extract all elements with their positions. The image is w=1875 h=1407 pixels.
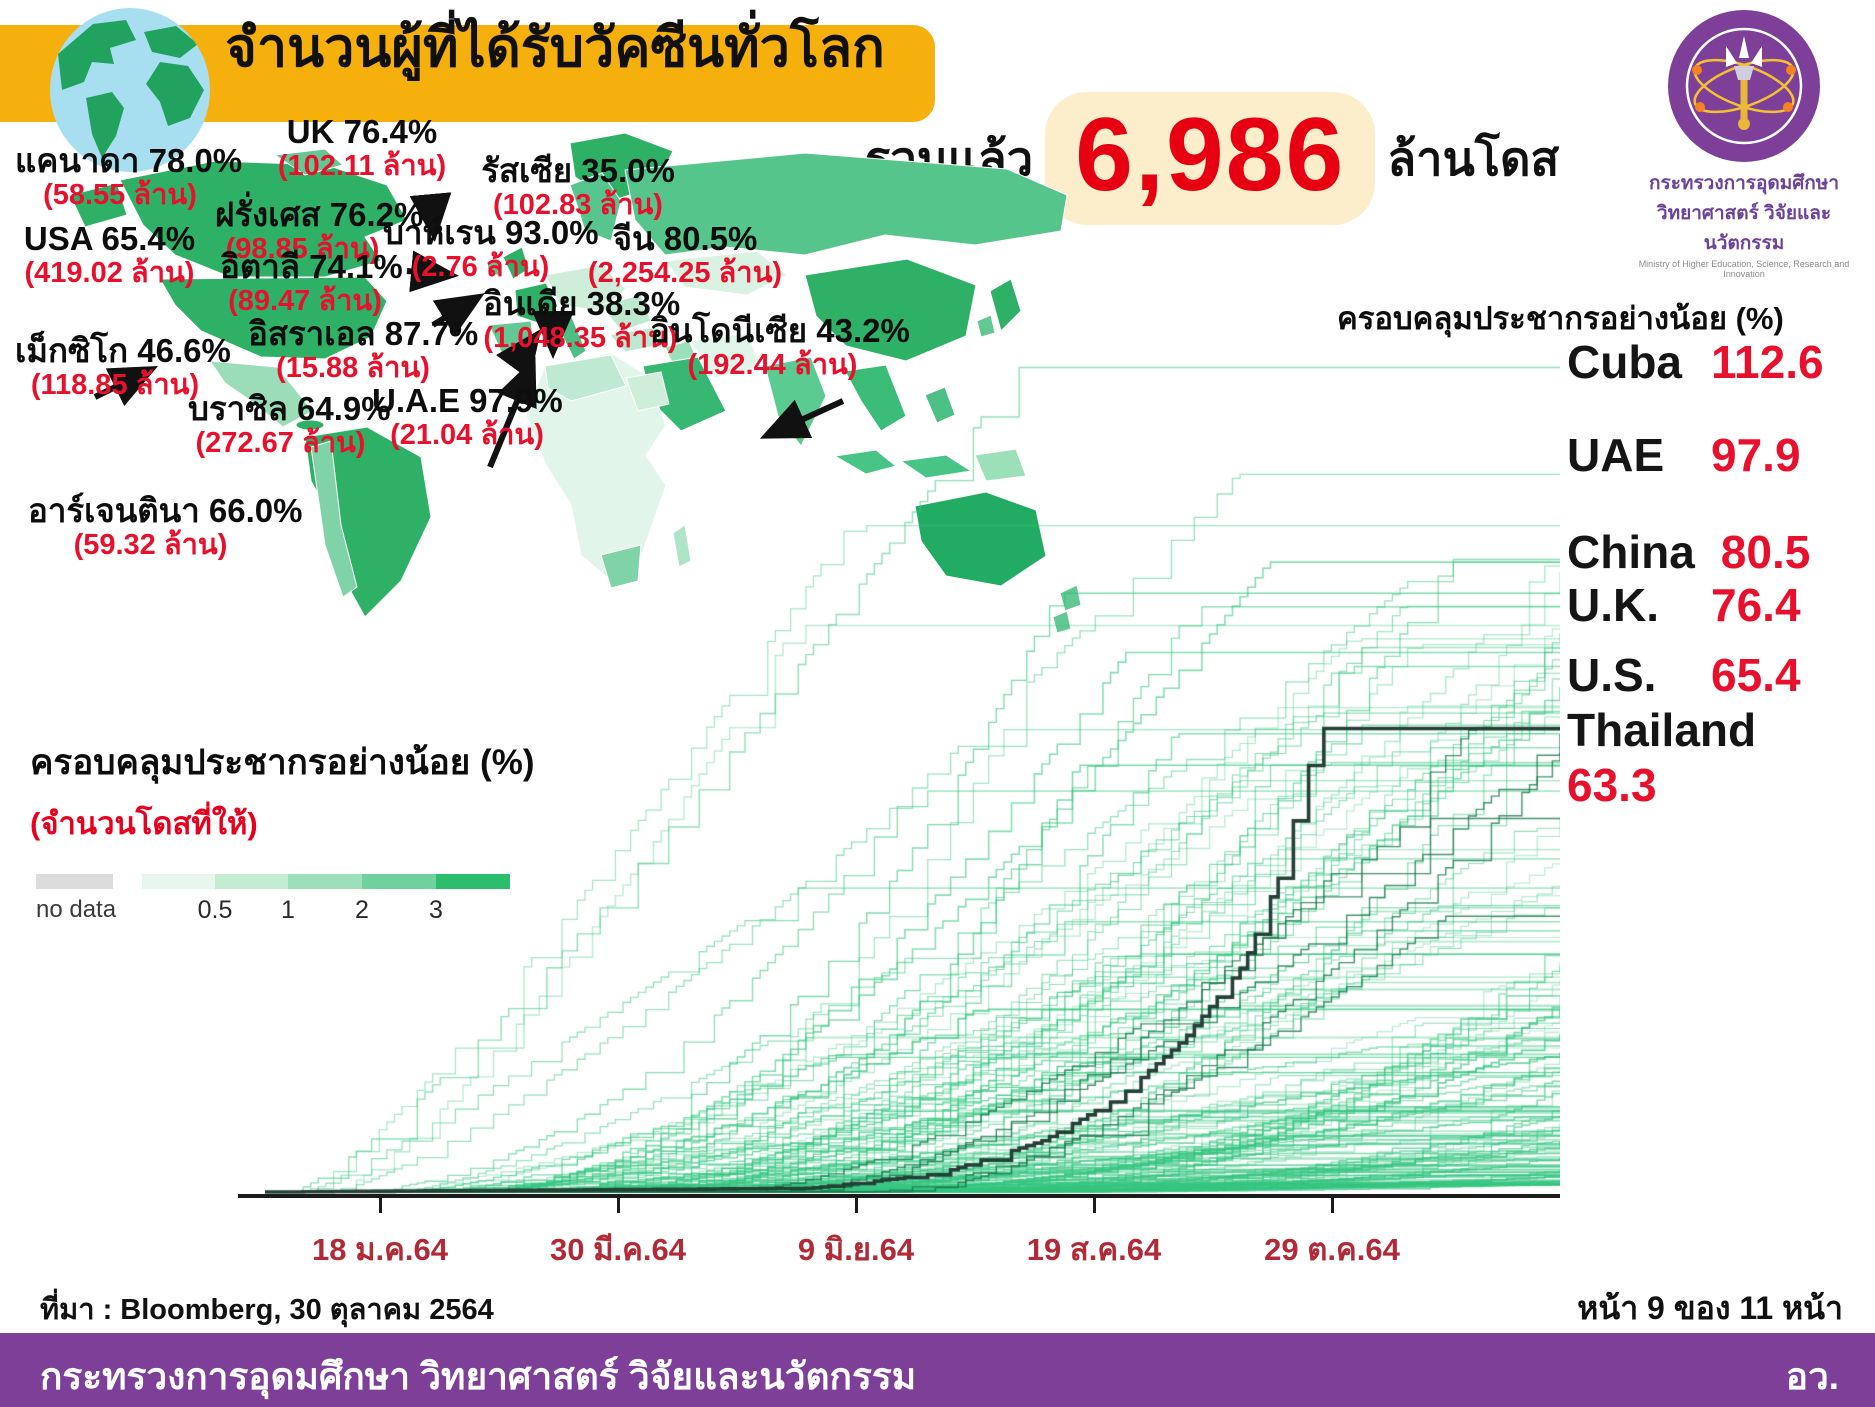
map-label-france: ฝรั่งเศส 76.2% (98.85 ล้าน)	[215, 196, 424, 265]
legend-swatch-1	[142, 874, 215, 889]
coverage-row-us: U.S. 65.4	[1567, 649, 1801, 701]
page-title: จำนวนผู้ที่ได้รับวัคซีนทั่วโลก	[225, 18, 885, 78]
ministry-logo: กระทรวงการอุดมศึกษา วิทยาศาสตร์ วิจัยและ…	[1618, 6, 1870, 279]
x-label-5: 29 ต.ค.64	[1264, 1232, 1400, 1267]
legend-no-data-label: no data	[36, 896, 117, 923]
coverage-panel-title: ครอบคลุมประชากรอย่างน้อย (%)	[1337, 301, 1784, 336]
x-tick-1	[379, 1198, 382, 1213]
legend-subtitle: (จำนวนโดสที่ให้)	[30, 806, 258, 841]
coverage-row-cuba: Cuba 112.6	[1567, 336, 1824, 388]
total-value-box: 6,986	[1045, 91, 1376, 225]
chart-x-axis	[238, 1194, 1560, 1198]
x-tick-2	[617, 1198, 620, 1213]
map-label-usa: USA 65.4% (419.02 ล้าน)	[23, 220, 196, 289]
logo-text-line2: วิทยาศาสตร์ วิจัยและนวัตกรรม	[1656, 203, 1832, 254]
total-doses-callout: รวมแล้ว 6,986 ล้านโดส	[865, 88, 1559, 228]
x-tick-3	[855, 1198, 858, 1213]
map-label-mexico: เม็กซิโก 46.6% (118.85 ล้าน)	[15, 332, 231, 401]
globe-icon	[50, 8, 210, 172]
x-label-4: 19 ส.ค.64	[1026, 1232, 1162, 1267]
footer-ministry-name: กระทรวงการอุดมศึกษา วิทยาศาสตร์ วิจัยและ…	[40, 1356, 917, 1397]
logo-text-line3: Ministry of Higher Education, Science, R…	[1638, 259, 1850, 279]
map-label-canada: แคนาดา 78.0% (58.55 ล้าน)	[15, 142, 243, 211]
map-label-argentina: อาร์เจนตินา 66.0% (59.32 ล้าน)	[28, 492, 303, 561]
x-tick-5	[1331, 1198, 1334, 1213]
x-label-2: 30 มี.ค.64	[550, 1232, 686, 1267]
map-label-china: จีน 80.5% (2,254.25 ล้าน)	[587, 220, 783, 289]
coverage-row-thailand-value: 63.3	[1567, 759, 1657, 811]
logo-text-line1: กระทรวงการอุดมศึกษา	[1649, 173, 1839, 194]
source-citation: ที่มา : Bloomberg, 30 ตุลาคม 2564	[40, 1294, 494, 1326]
legend-tick-0.5: 0.5	[197, 896, 233, 924]
x-tick-4	[1093, 1198, 1096, 1213]
coverage-row-uk: U.K. 76.4	[1567, 579, 1801, 631]
page-number: หน้า 9 ของ 11 หน้า	[1577, 1290, 1843, 1326]
map-label-russia: รัสเซีย 35.0% (102.83 ล้าน)	[481, 152, 675, 221]
total-value: 6,986	[1075, 96, 1346, 213]
total-suffix: ล้านโดส	[1387, 131, 1560, 185]
ministry-seal	[1668, 10, 1820, 162]
footer-bar: กระทรวงการอุดมศึกษา วิทยาศาสตร์ วิจัยและ…	[0, 1333, 1875, 1407]
x-label-1: 18 ม.ค.64	[312, 1232, 448, 1267]
coverage-row-thailand-name: Thailand	[1567, 704, 1757, 756]
map-label-uk: UK 76.4% (102.11 ล้าน)	[277, 113, 447, 182]
footer-ministry-abbr: อว.	[1785, 1356, 1839, 1397]
vaccination-race-chart	[265, 298, 1560, 1196]
map-label-bahrain: บาห์เรน 93.0% (2.76 ล้าน)	[383, 214, 599, 283]
coverage-row-uae: UAE 97.9	[1567, 429, 1801, 481]
x-label-3: 9 มิ.ย.64	[797, 1232, 915, 1267]
legend-no-data-swatch	[36, 874, 113, 889]
coverage-row-china: China 80.5	[1567, 526, 1811, 578]
